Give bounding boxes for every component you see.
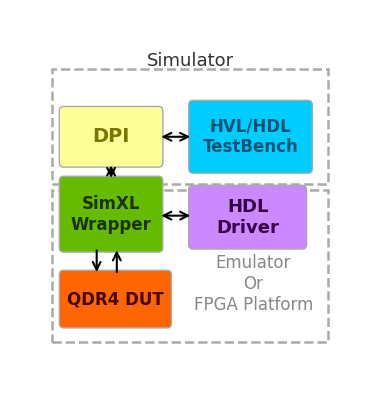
- Text: Emulator
Or
FPGA Platform: Emulator Or FPGA Platform: [194, 254, 313, 314]
- FancyBboxPatch shape: [189, 185, 306, 249]
- Text: Simulator: Simulator: [147, 52, 234, 70]
- FancyBboxPatch shape: [189, 100, 312, 173]
- FancyBboxPatch shape: [59, 176, 163, 252]
- Text: DPI: DPI: [92, 127, 130, 146]
- Bar: [52, 190, 328, 342]
- Text: HVL/HDL
TestBench: HVL/HDL TestBench: [203, 117, 298, 156]
- Text: SimXL
Wrapper: SimXL Wrapper: [70, 195, 151, 234]
- Text: HDL
Driver: HDL Driver: [216, 198, 279, 236]
- FancyBboxPatch shape: [59, 270, 171, 328]
- Bar: [52, 69, 328, 184]
- FancyBboxPatch shape: [59, 106, 163, 167]
- Text: QDR4 DUT: QDR4 DUT: [67, 290, 164, 308]
